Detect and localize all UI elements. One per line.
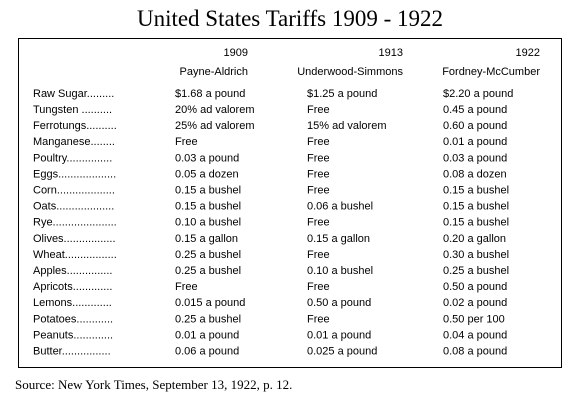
row-label: Tungsten .......... [33,104,112,116]
table: 1909 Payne-Aldrich 1913 Underwood-Simmons 19… [33,47,540,358]
column-name: Fordney-McCumber [442,66,540,78]
cell: 0.015 a pound [175,297,245,309]
cell: 0.03 a pound [443,152,507,164]
row-label: Apricots............. [33,281,112,293]
cell: 0.25 a bushel [175,265,241,277]
cell: 0.10 a bushel [307,265,373,277]
row-label: Butter................ [33,346,111,358]
row-label: Peanuts............. [33,329,113,341]
column-year: 1909 [224,47,248,59]
cell: 0.25 a bushel [175,313,241,325]
cell: Free [307,217,330,229]
cell: Free [307,136,330,148]
cell: 0.15 a bushel [175,201,241,213]
row-label: Olives................. [33,233,116,245]
cell: 25% ad valorem [175,120,255,132]
source: Source: New York Times, September 13, 19… [15,377,292,392]
cell: $1.25 a pound [307,88,377,100]
row-label: Manganese........ [33,136,115,148]
cell: Free [307,281,330,293]
cell: Free [307,168,330,180]
cell: 0.15 a gallon [175,233,238,245]
cell: 0.05 a dozen [175,168,239,180]
row-label: Raw Sugar......... [33,88,114,100]
cell: 0.15 a gallon [307,233,370,245]
cell: 20% ad valorem [175,104,255,116]
cell: 0.15 a bushel [443,217,509,229]
cell: 0.25 a bushel [175,249,241,261]
cell: 0.15 a bushel [443,201,509,213]
row-label: Potatoes............ [33,313,113,325]
cell: $2.20 a pound [443,88,513,100]
row-label: Apples............... [33,265,112,277]
cell: 0.03 a pound [175,152,239,164]
row-label: Poultry............... [33,152,112,164]
cell: 0.01 a pound [307,329,371,341]
column-year: 1913 [379,47,403,59]
row-label: Rye..................... [33,217,117,229]
cell: 0.30 a bushel [443,249,509,261]
cell: 0.025 a pound [307,346,377,358]
cell: Free [307,104,330,116]
cell: 15% ad valorem [307,120,387,132]
table-border [18,38,562,368]
column-name: Payne-Aldrich [180,66,248,78]
cell: 0.01 a pound [175,329,239,341]
cell: Free [175,136,198,148]
row-label: Lemons............. [33,297,112,309]
cell: 0.02 a pound [443,297,507,309]
column-year: 1922 [516,47,540,59]
cell: 0.08 a dozen [443,168,507,180]
cell: 0.10 a bushel [175,217,241,229]
cell: $1.68 a pound [175,88,245,100]
cell: 0.06 a pound [175,346,239,358]
cell: Free [307,152,330,164]
cell: 0.08 a pound [443,346,507,358]
cell: 0.15 a bushel [443,185,509,197]
cell: Free [307,185,330,197]
row-label: Corn................... [33,185,115,197]
cell: 0.01 a pound [443,136,507,148]
title: United States Tariffs 1909 - 1922 [137,6,443,31]
cell: 0.60 a pound [443,120,507,132]
row-label: Eggs................... [33,168,116,180]
cell: 0.04 a pound [443,329,507,341]
cell: Free [307,313,330,325]
row-label: Oats................... [33,201,114,213]
cell: Free [307,249,330,261]
cell: 0.15 a bushel [175,185,241,197]
cell: 0.50 per 100 [443,313,505,325]
cell: 0.25 a bushel [443,265,509,277]
cell: Free [175,281,198,293]
row-label: Wheat................. [33,249,117,261]
cell: 0.20 a gallon [443,233,506,245]
cell: 0.06 a bushel [307,201,373,213]
cell: 0.50 a pound [443,281,507,293]
cell: 0.45 a pound [443,104,507,116]
cell: 0.50 a pound [307,297,371,309]
row-label: Ferrotungs.......... [33,120,117,132]
column-name: Underwood-Simmons [297,66,403,78]
